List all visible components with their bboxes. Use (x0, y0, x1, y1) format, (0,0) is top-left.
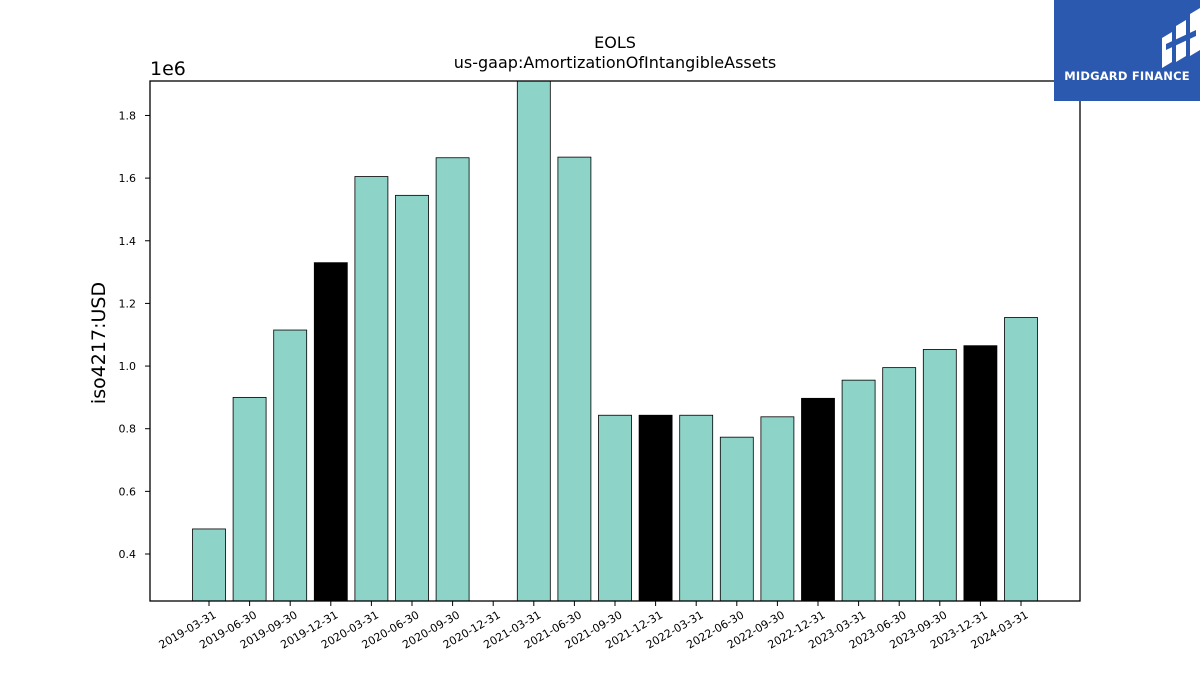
y-ticks-group: 0.4 0.6 0.8 1.0 1.2 1.4 1.6 1.8 (119, 109, 150, 561)
bar-2021-12-31 (638, 414, 673, 602)
bar-2022-09-30 (760, 416, 795, 602)
bar-2024-03-31 (1004, 317, 1038, 602)
bar-2019-09-30 (273, 329, 308, 602)
y-tick-label: 0.6 (119, 485, 137, 498)
bar-2019-06-30 (232, 396, 267, 602)
y-tick-label: 1.2 (119, 297, 137, 310)
chart-subtitle: us-gaap:AmortizationOfIntangibleAssets (454, 53, 776, 72)
bar-2020-06-30 (395, 194, 429, 602)
y-tick-label: 1.8 (119, 109, 137, 122)
bar-2021-03-31 (516, 80, 551, 602)
x-ticks-group: 2019-03-312019-06-302019-09-302019-12-31… (157, 601, 1031, 652)
bars-group (192, 80, 1038, 602)
bar-2022-06-30 (719, 436, 754, 602)
y-tick-label: 0.4 (119, 548, 137, 561)
bar-2020-03-31 (354, 176, 389, 602)
y-tick-label: 0.8 (119, 423, 137, 436)
logo-mark-icon (1162, 8, 1200, 68)
bar-2023-06-30 (882, 367, 917, 602)
chart-title: EOLS (594, 33, 636, 52)
plot-frame (149, 80, 1081, 602)
y-tick-label: 1.4 (119, 235, 137, 248)
bar-2023-09-30 (922, 349, 957, 602)
bar-2019-12-31 (313, 262, 348, 602)
bar-2023-03-31 (841, 379, 876, 602)
y-tick-label: 1.6 (119, 172, 137, 185)
y-axis-label: iso4217:USD (88, 282, 110, 404)
bar-2022-12-31 (801, 397, 835, 602)
logo-text: MIDGARD FINANCE (1064, 69, 1190, 83)
bar-2023-12-31 (963, 345, 998, 602)
bar-2022-03-31 (679, 414, 714, 602)
bar-2021-06-30 (557, 156, 592, 602)
bar-2019-03-31 (192, 528, 226, 602)
y-tick-label: 1.0 (119, 360, 137, 373)
bar-2020-09-30 (435, 157, 470, 602)
bar-2021-09-30 (598, 414, 632, 602)
y-scale-label: 1e6 (150, 58, 186, 80)
midgard-finance-logo: MIDGARD FINANCE (1054, 0, 1200, 101)
